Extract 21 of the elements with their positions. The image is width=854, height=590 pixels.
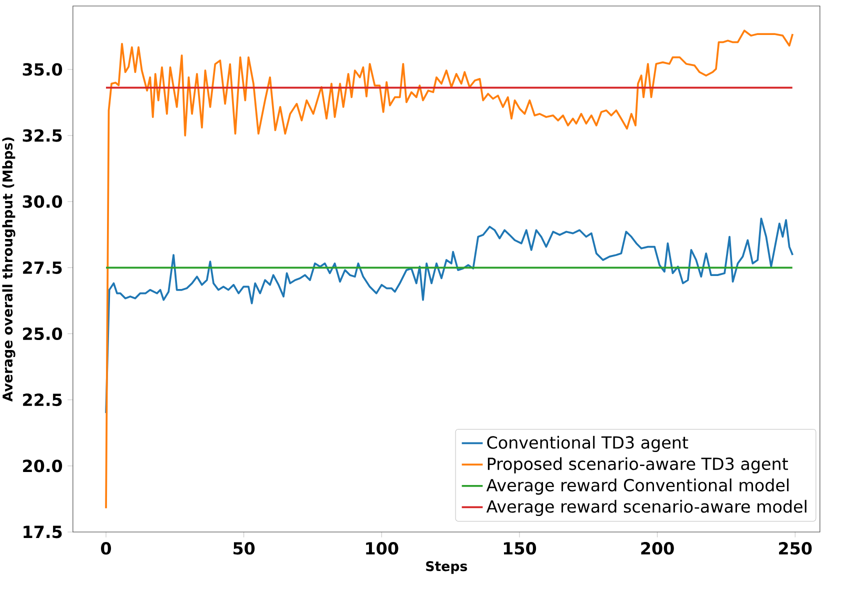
- y-tick-label: 30.0: [22, 195, 62, 208]
- x-axis-title: Steps: [426, 561, 468, 574]
- x-tick-label: 250: [779, 542, 812, 555]
- y-tick-label: 25.0: [23, 327, 62, 340]
- legend-label: Proposed scenario-aware TD3 agent: [488, 457, 788, 474]
- legend-label: Conventional TD3 agent: [487, 436, 688, 452]
- x-tick-label: 200: [641, 542, 674, 555]
- y-tick-label: 20.0: [23, 460, 62, 472]
- legend-label: Average reward Conventional model: [486, 478, 789, 495]
- y-axis-title: Average overall throughput (Mbps): [2, 137, 16, 402]
- y-tick-label: 17.5: [24, 526, 62, 538]
- x-tick-label: 100: [366, 542, 398, 555]
- x-tick-label: 0: [100, 542, 111, 555]
- y-tick-label: 32.5: [22, 129, 62, 142]
- x-tick-label: 50: [234, 542, 255, 555]
- y-tick-label: 27.5: [23, 261, 62, 274]
- line-series: [105, 218, 794, 414]
- legend-label: Average reward scenario-aware model: [486, 500, 806, 516]
- y-tick-label: 35.0: [22, 63, 62, 76]
- y-tick-label: 22.5: [23, 394, 62, 406]
- x-tick-label: 150: [504, 542, 536, 555]
